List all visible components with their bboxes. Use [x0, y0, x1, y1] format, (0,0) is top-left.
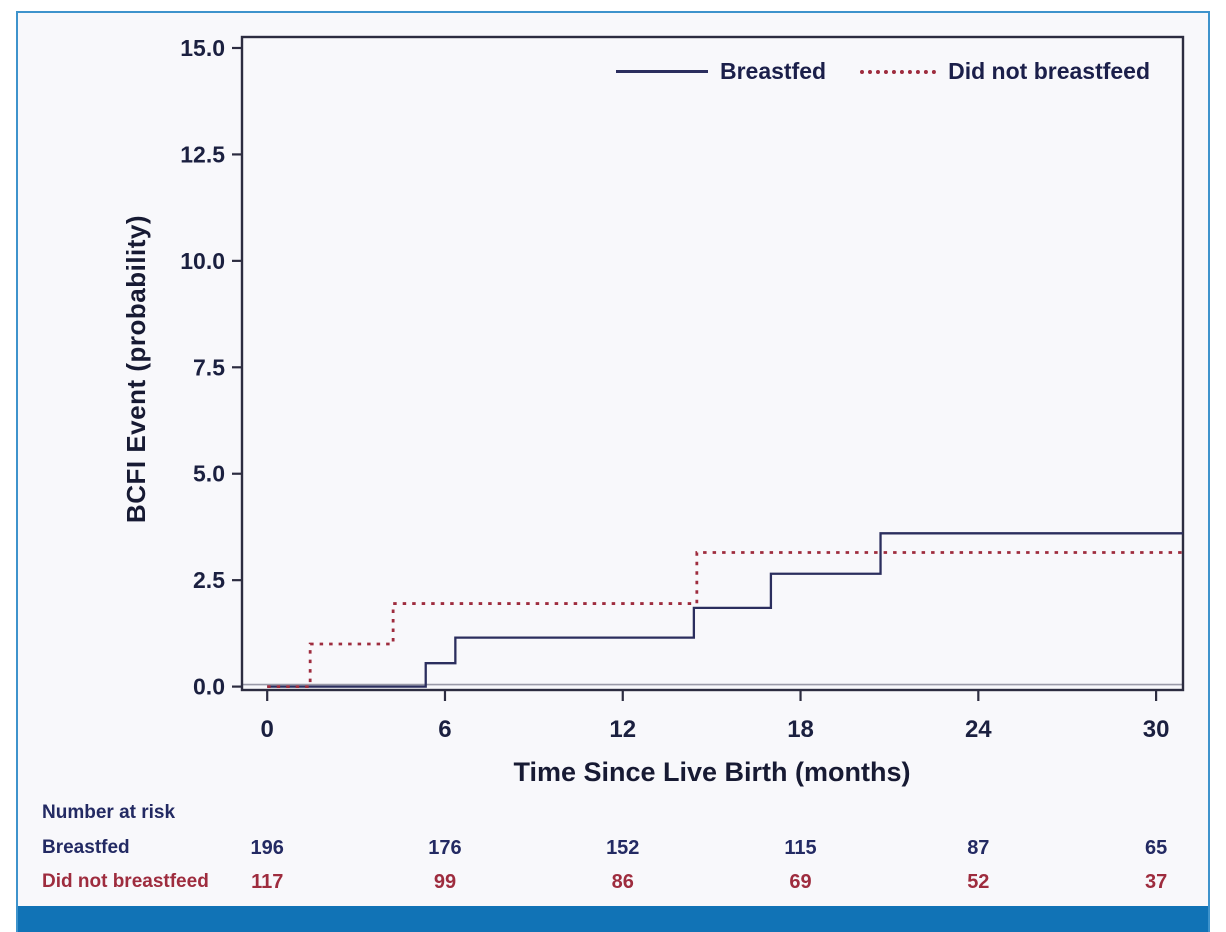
risk-count: 176 — [428, 837, 461, 859]
y-tick-label: 15.0 — [180, 35, 225, 61]
y-axis-title: BCFI Event (probability) — [121, 214, 151, 524]
x-tick-label: 0 — [261, 716, 274, 743]
risk-row-label-did-not-breastfeed: Did not breastfeed — [42, 871, 209, 892]
risk-count: 115 — [784, 837, 816, 859]
series-curve-did-not-breastfeed — [267, 551, 1183, 688]
legend-label-did-not-breastfeed: Did not breastfeed — [948, 58, 1151, 84]
x-axis-title: Time Since Live Birth (months) — [513, 757, 911, 787]
dotted-line-sample-icon — [860, 69, 937, 74]
x-tick-label: 12 — [609, 716, 636, 743]
y-tick-label: 12.5 — [180, 141, 225, 167]
risk-row-label-breastfed: Breastfed — [42, 837, 130, 858]
y-tick-label: 5.0 — [193, 461, 225, 487]
legend-item-did-not-breastfeed: Did not breastfeed — [860, 58, 1150, 85]
x-tick-label: 18 — [787, 716, 814, 743]
x-tick-label: 24 — [965, 716, 992, 743]
series-curve-breastfed — [267, 532, 1183, 688]
risk-count: 152 — [606, 837, 639, 859]
risk-count: 65 — [1145, 837, 1167, 859]
chart-legend: Breastfed Did not breastfeed — [616, 58, 1150, 85]
x-tick-label: 30 — [1143, 716, 1170, 743]
risk-count: 52 — [967, 871, 989, 893]
y-tick-label: 0.0 — [193, 674, 225, 700]
x-tick-label: 6 — [438, 716, 451, 743]
y-tick-label: 10.0 — [180, 248, 225, 274]
solid-line-sample-icon — [616, 70, 708, 73]
figure-panel — [16, 11, 1210, 932]
number-at-risk-title: Number at risk — [42, 802, 176, 823]
bottom-accent-bar — [18, 906, 1208, 932]
legend-item-breastfed: Breastfed — [616, 58, 826, 85]
risk-count: 86 — [612, 871, 634, 893]
risk-count: 196 — [251, 837, 284, 859]
risk-count: 99 — [434, 871, 456, 893]
risk-count: 117 — [251, 871, 283, 893]
legend-label-breastfed: Breastfed — [720, 58, 827, 84]
risk-count: 87 — [967, 837, 989, 859]
y-tick-label: 2.5 — [193, 567, 225, 593]
y-tick-label: 7.5 — [193, 354, 225, 380]
risk-count: 37 — [1145, 871, 1167, 893]
plot-frame — [240, 35, 1185, 692]
risk-count: 69 — [789, 871, 811, 893]
